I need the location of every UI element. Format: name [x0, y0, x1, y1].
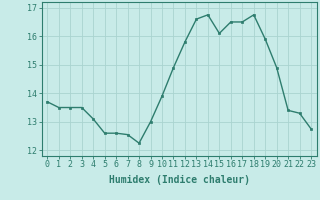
X-axis label: Humidex (Indice chaleur): Humidex (Indice chaleur)	[109, 175, 250, 185]
